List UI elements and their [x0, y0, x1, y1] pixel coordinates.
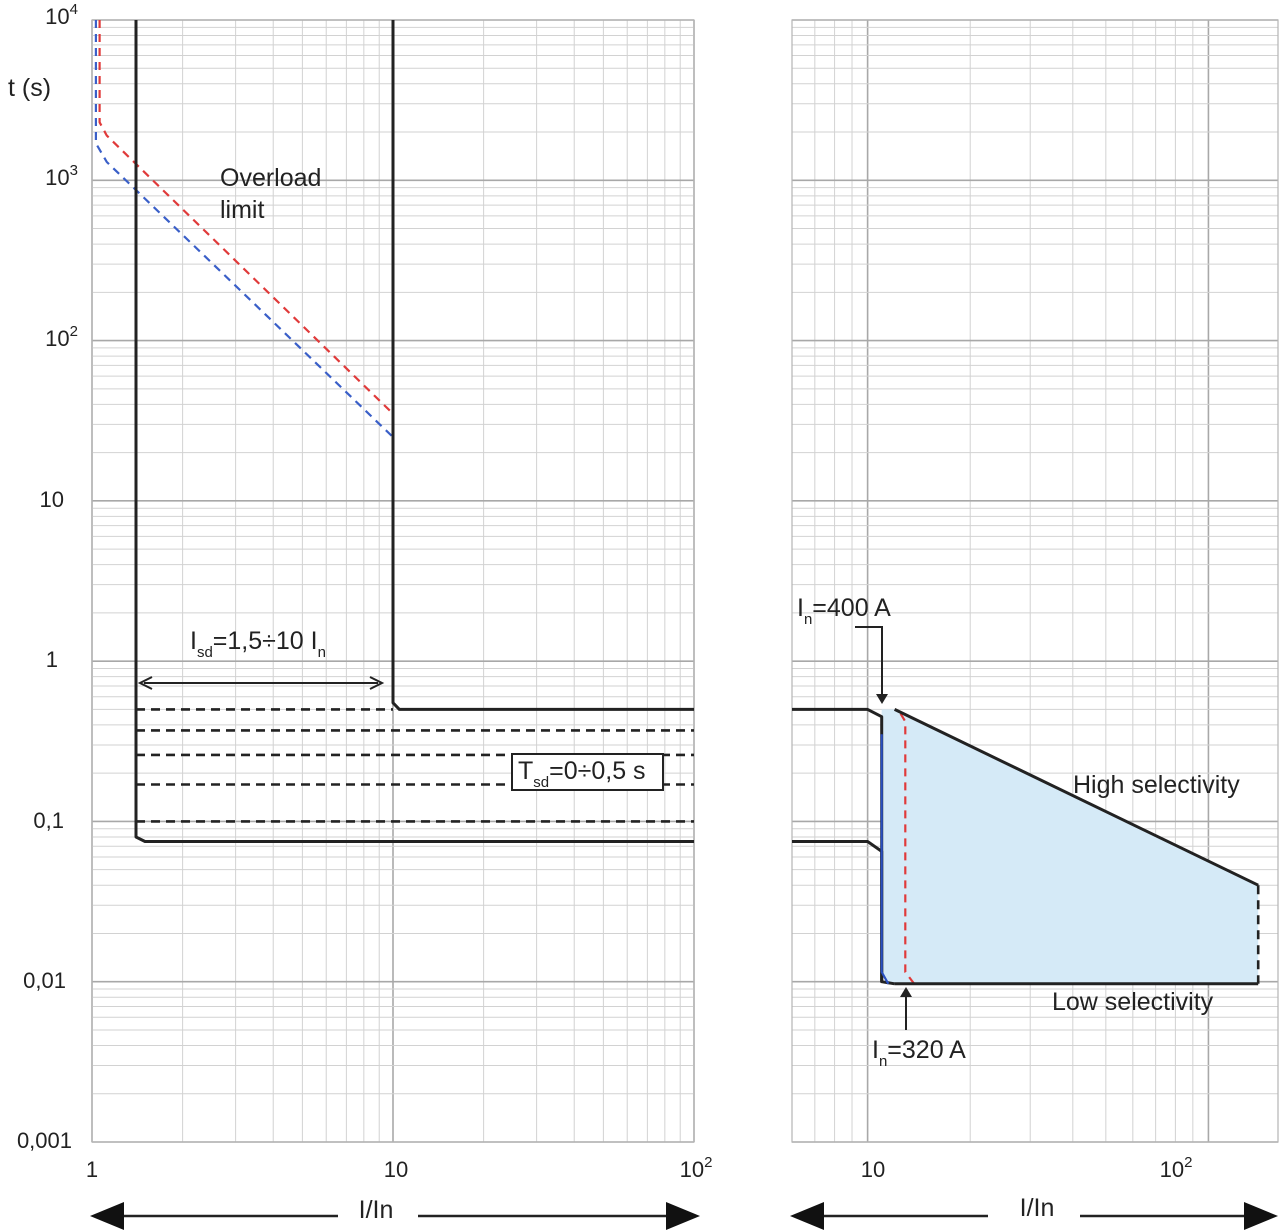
in-320-pointer [900, 987, 912, 1030]
y-tick-label: 103 [45, 162, 78, 190]
left-series-2 [134, 20, 694, 843]
isd-range-arrow [137, 676, 385, 690]
low-selectivity-label: Low selectivity [1052, 988, 1214, 1016]
tsd-range-label: Tsd=0÷0,5 s [518, 757, 646, 791]
left-x-axis-label: I/In [359, 1196, 394, 1224]
y-tick-label: 104 [45, 1, 78, 29]
in-320-label: In=320 A [872, 1036, 966, 1070]
y-tick-label: 0,001 [17, 1128, 72, 1153]
right-series-2 [880, 734, 890, 985]
series-layer [94, 20, 1260, 986]
right-series-4 [893, 708, 1259, 887]
overload-limit-label-line2: limit [220, 196, 264, 224]
x-tick-label: 10 [861, 1157, 885, 1182]
y-tick-labels: 104 103 102 10 1 0,1 0,01 0,001 [17, 1, 78, 1153]
y-axis-label: t (s) [8, 74, 51, 102]
left-x-axis-arrow [90, 1202, 700, 1230]
selectivity-band [881, 709, 1259, 984]
tsd-label-box [511, 753, 664, 791]
x-tick-label: 102 [1160, 1154, 1193, 1182]
left-x-tick-labels: 1 10 102 [86, 1154, 713, 1182]
right-series-3 [899, 713, 916, 985]
left-series-3 [391, 20, 694, 711]
high-selectivity-label: High selectivity [1073, 771, 1240, 799]
y-tick-label: 0,01 [23, 968, 66, 993]
left-series-0 [98, 20, 395, 662]
x-tick-label: 10 [384, 1157, 408, 1182]
right-series-0 [792, 707, 895, 986]
right-x-axis-arrow [790, 1202, 1278, 1230]
selectivity-band-fill [881, 709, 1259, 984]
x-tick-label: 1 [86, 1157, 98, 1182]
x-tick-label: 102 [680, 1154, 713, 1182]
y-tick-label: 1 [46, 647, 58, 672]
in-400-pointer [855, 626, 888, 704]
y-tick-label: 102 [45, 323, 78, 351]
panel-frame [791, 19, 1279, 1143]
right-x-axis-label: I/In [1020, 1194, 1055, 1222]
in-400-label: In=400 A [797, 594, 891, 628]
right-x-tick-labels: 10 102 [861, 1154, 1193, 1182]
y-tick-label: 10 [40, 487, 64, 512]
y-tick-label: 0,1 [33, 808, 64, 833]
right-panel-grid [791, 19, 1279, 1143]
isd-range-label: Isd=1,5÷10 In [190, 627, 326, 661]
overload-limit-label: Overload [220, 164, 321, 192]
